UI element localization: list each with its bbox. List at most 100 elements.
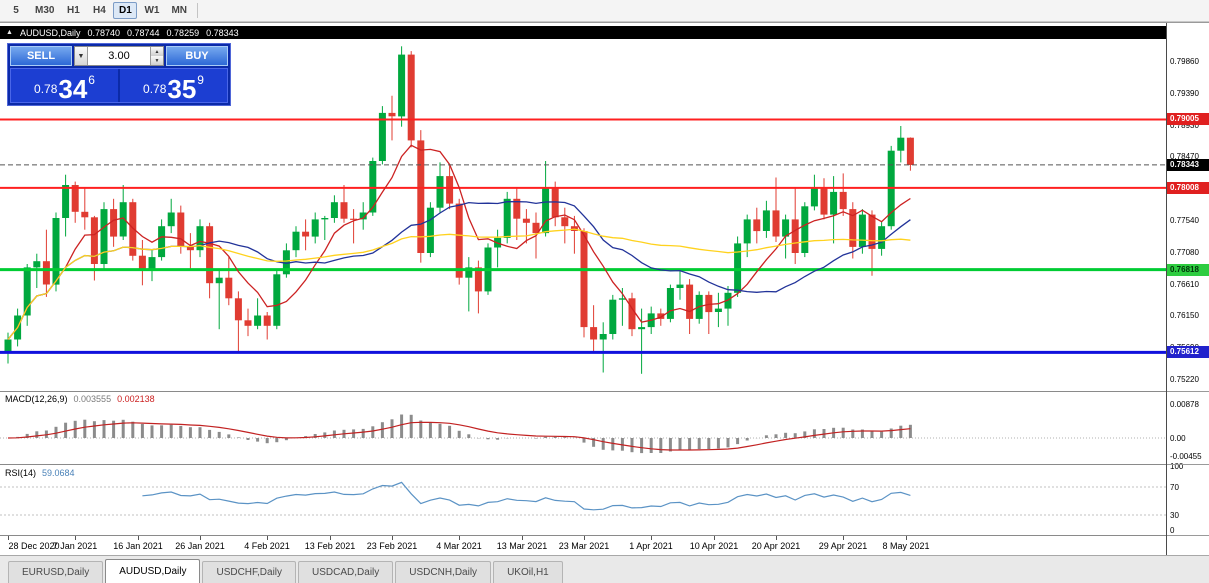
price-tick: 0.76150: [1170, 311, 1199, 320]
rsi-pane: [0, 481, 1166, 516]
tab-usdchf-daily[interactable]: USDCHF,Daily: [202, 561, 297, 583]
buy-button[interactable]: BUY: [166, 46, 228, 66]
buy-price-pips: 35: [167, 73, 197, 104]
timeframe-d1[interactable]: D1: [113, 2, 138, 19]
time-label: 7 Jan 2021: [52, 541, 98, 551]
volume-dropdown-button[interactable]: ▼: [75, 47, 88, 65]
price-level-badge: 0.75612: [1167, 346, 1209, 358]
time-label: 20 Apr 2021: [751, 541, 801, 551]
timeframe-5[interactable]: 5: [13, 5, 19, 16]
rsi-tick: 30: [1170, 511, 1179, 520]
symbol-arrow-icon: ▲: [6, 29, 13, 36]
timeframe-mn[interactable]: MN: [171, 5, 188, 16]
buy-price-display[interactable]: 0.78 35 9: [120, 69, 227, 102]
ohlc-low: 0.78259: [166, 27, 200, 38]
macd-tick: 0.00: [1170, 434, 1186, 443]
tab-eurusd-daily[interactable]: EURUSD,Daily: [8, 561, 104, 583]
time-tick: [75, 536, 76, 540]
buy-price-point: 9: [197, 73, 204, 87]
macd-label: MACD(12,26,9) 0.003555 0.002138: [5, 394, 155, 404]
ma-lines-layer: [7, 144, 911, 340]
candles-layer: [4, 46, 914, 374]
symbol-info-bar: ▲ AUDUSD,Daily 0.78740 0.78744 0.78259 0…: [0, 26, 1166, 39]
time-label: 23 Feb 2021: [366, 541, 418, 551]
price-level-badge: 0.79005: [1167, 113, 1209, 125]
time-tick: [138, 536, 139, 540]
timeframe-h1[interactable]: H1: [67, 5, 80, 16]
volume-stepper: ▲ ▼: [150, 47, 163, 65]
price-tick: 0.78930: [1170, 121, 1199, 130]
time-label: 23 Mar 2021: [558, 541, 610, 551]
time-tick: [8, 536, 9, 540]
buy-price-prefix: 0.78: [143, 82, 167, 96]
time-axis[interactable]: 28 Dec 2020 7 Jan 2021 16 Jan 2021 26 Jan 2…: [0, 535, 1166, 556]
timeframe-toolbar: 5 M30 H1 H4 D1 W1 MN: [0, 0, 1209, 22]
time-label: 8 May 2021: [882, 541, 930, 551]
price-tick: 0.76610: [1170, 280, 1199, 289]
one-click-trading-panel: SELL ▼ 3.00 ▲ ▼ BUY 0.78 34 6 0.78 35 9: [7, 43, 231, 106]
tab-audusd-daily[interactable]: AUDUSD,Daily: [105, 559, 201, 583]
time-label: 16 Jan 2021: [113, 541, 163, 551]
volume-decrease-button[interactable]: ▼: [151, 56, 163, 65]
time-label: 13 Feb 2021: [304, 541, 356, 551]
time-tick: [200, 536, 201, 540]
time-label: 4 Mar 2021: [436, 541, 482, 551]
price-divider: [118, 69, 120, 102]
ohlc-close: 0.78343: [206, 27, 239, 38]
time-tick: [906, 536, 907, 540]
chart-window: ▲ AUDUSD,Daily 0.78740 0.78744 0.78259 0…: [0, 22, 1209, 556]
time-label: 4 Feb 2021: [244, 541, 290, 551]
price-tick: 0.75220: [1170, 375, 1199, 384]
toolbar-separator: [197, 3, 199, 18]
price-tick: 0.77540: [1170, 216, 1199, 225]
macd-pane: [0, 414, 1166, 454]
tab-usdcad-daily[interactable]: USDCAD,Daily: [298, 561, 394, 583]
price-tick: 0.79390: [1170, 89, 1199, 98]
ma-fast: [7, 144, 911, 340]
time-tick: [714, 536, 715, 540]
rsi-tick: 100: [1170, 462, 1184, 471]
rsi-label: RSI(14) 59.0684: [5, 468, 75, 478]
volume-increase-button[interactable]: ▲: [151, 47, 163, 56]
symbol-name: AUDUSD,Daily: [19, 27, 81, 38]
price-tick: 0.79860: [1170, 57, 1199, 66]
rsi-tick: 0: [1170, 526, 1175, 535]
chart-plot[interactable]: [0, 23, 1166, 556]
sell-price-pips: 34: [58, 73, 88, 104]
timeframe-h4[interactable]: H4: [93, 5, 106, 16]
time-label: 26 Jan 2021: [175, 541, 225, 551]
macd-name: MACD(12,26,9): [5, 394, 68, 404]
macd-tick: 0.00878: [1170, 400, 1199, 409]
price-level-badge: 0.76818: [1167, 264, 1209, 276]
chart-tab-bar: EURUSD,Daily AUDUSD,Daily USDCHF,Daily USDC…: [0, 555, 1209, 583]
time-tick: [267, 536, 268, 540]
price-tick: 0.78470: [1170, 152, 1199, 161]
levels-layer: [0, 118, 1166, 354]
time-tick: [330, 536, 331, 540]
axis-separator: [1167, 391, 1209, 392]
macd-main-value: 0.003555: [73, 394, 112, 404]
volume-control: ▼ 3.00 ▲ ▼: [74, 46, 164, 66]
sell-price-display[interactable]: 0.78 34 6: [11, 69, 118, 102]
volume-input[interactable]: 3.00: [88, 47, 150, 65]
price-axis[interactable]: 0.79860 0.79390 0.78930 0.78470 0.77540 0.770…: [1166, 23, 1209, 556]
time-label: 1 Apr 2021: [629, 541, 673, 551]
ohlc-open: 0.78740: [87, 27, 120, 38]
tab-ukoil-h1[interactable]: UKOil,H1: [493, 561, 563, 583]
axis-separator: [1167, 535, 1209, 536]
timeframe-m30[interactable]: M30: [35, 5, 55, 16]
time-label: 29 Apr 2021: [818, 541, 868, 551]
time-label: 10 Apr 2021: [689, 541, 739, 551]
macd-tick: -0.00455: [1170, 452, 1202, 461]
sell-price-prefix: 0.78: [34, 82, 58, 96]
timeframe-bar: 5 M30 H1 H4 D1 W1 MN: [4, 2, 192, 19]
time-tick: [522, 536, 523, 540]
time-tick: [651, 536, 652, 540]
rsi-value: 59.0684: [42, 468, 75, 478]
time-tick: [843, 536, 844, 540]
timeframe-w1[interactable]: W1: [144, 5, 160, 16]
tab-usdcnh-daily[interactable]: USDCNH,Daily: [395, 561, 492, 583]
sell-button[interactable]: SELL: [10, 46, 72, 66]
price-level-badge: 0.78008: [1167, 182, 1209, 194]
